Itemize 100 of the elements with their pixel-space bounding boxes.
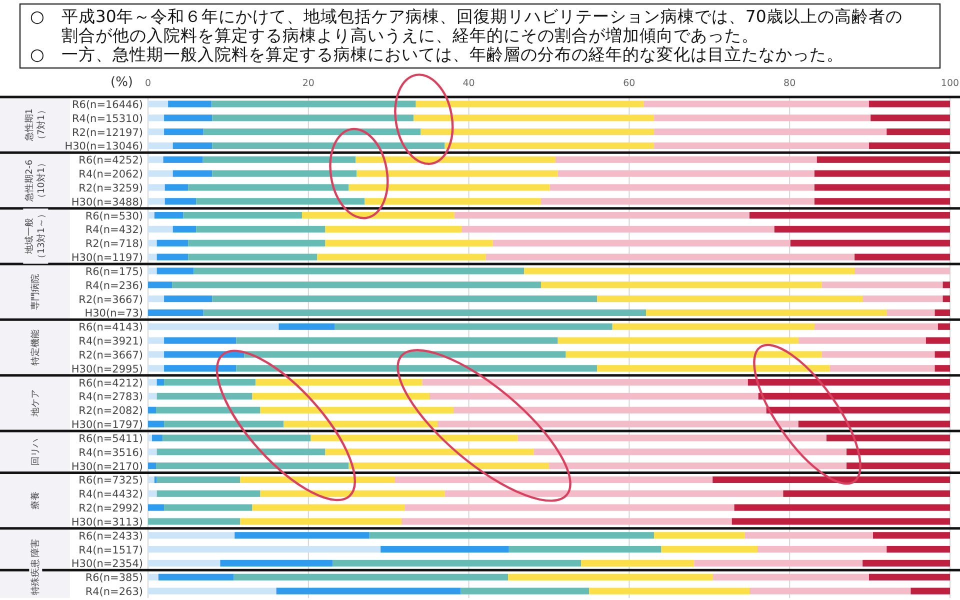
bar	[597, 295, 863, 302]
bar	[148, 226, 173, 233]
y-tick-label: H30(n=1797)	[71, 419, 143, 432]
bar	[212, 295, 598, 302]
bar	[661, 546, 758, 553]
bar	[164, 351, 244, 358]
bar	[148, 365, 164, 372]
bar	[148, 406, 156, 414]
bar	[164, 114, 212, 122]
bar	[886, 309, 935, 316]
bar	[148, 323, 279, 330]
bar	[934, 309, 950, 316]
bar	[364, 198, 541, 205]
bar	[148, 532, 235, 539]
bar	[750, 588, 911, 594]
bar	[164, 420, 284, 428]
bar	[413, 114, 654, 122]
y-tick-label: R6(n=385)	[85, 572, 143, 584]
bar	[148, 156, 164, 163]
bar	[148, 392, 157, 400]
bar	[822, 351, 935, 358]
bar	[508, 574, 713, 580]
bar	[555, 156, 817, 163]
y-tick-label: R4(n=432)	[85, 224, 143, 236]
bar	[416, 100, 644, 108]
bar	[163, 156, 203, 163]
bar	[549, 462, 847, 470]
bar	[156, 462, 348, 470]
bar	[156, 490, 260, 497]
bar	[148, 254, 157, 260]
bar	[196, 226, 326, 233]
bar	[869, 142, 950, 150]
bar	[524, 268, 855, 274]
bar	[492, 240, 790, 246]
bar	[156, 392, 252, 400]
bar	[260, 490, 445, 497]
bar	[518, 434, 826, 442]
bar	[558, 170, 814, 177]
bar	[826, 434, 950, 442]
bar	[188, 254, 318, 260]
bar	[886, 128, 950, 136]
bar	[148, 448, 157, 456]
bar	[148, 128, 164, 136]
x-tick-label: 100	[940, 78, 960, 89]
bar	[148, 560, 220, 567]
bar	[758, 546, 887, 553]
bar	[154, 476, 157, 484]
bar	[244, 351, 566, 358]
bar	[654, 114, 871, 122]
bar	[395, 476, 713, 484]
bar	[164, 504, 252, 511]
y-tick-label: R6(n=7325)	[78, 474, 143, 487]
bar	[202, 156, 356, 163]
bar	[938, 323, 950, 330]
bar	[356, 156, 556, 163]
y-tick-label: H30(n=73)	[84, 308, 143, 320]
bar	[278, 323, 335, 330]
bar	[148, 142, 173, 150]
bar	[156, 378, 164, 386]
y-tick-label: H30(n=1197)	[71, 252, 143, 264]
y-tick-label: R4(n=1517)	[78, 544, 143, 556]
bar	[774, 226, 950, 233]
bar	[172, 170, 212, 177]
bar	[454, 212, 750, 219]
bar	[654, 532, 745, 539]
bar	[240, 518, 402, 525]
bar	[148, 351, 164, 358]
bar	[798, 420, 950, 428]
bar	[712, 476, 950, 484]
y-tick-label: H30(n=2170)	[71, 460, 143, 473]
bar	[148, 588, 276, 594]
bar	[148, 100, 168, 108]
bar	[148, 184, 165, 191]
y-tick-label: R4(n=3516)	[78, 446, 143, 459]
bar	[654, 142, 869, 150]
bar	[211, 100, 416, 108]
bar	[325, 448, 534, 456]
bar	[540, 198, 814, 205]
bar	[276, 588, 461, 594]
bar	[790, 240, 950, 246]
bar	[873, 532, 950, 539]
y-tick-label: R6(n=4212)	[78, 377, 143, 390]
y-tick-label: H30(n=2995)	[71, 363, 143, 376]
y-tick-label: R4(n=15310)	[72, 112, 143, 125]
bar	[589, 588, 750, 594]
bar	[356, 170, 558, 177]
bar	[252, 392, 430, 400]
bar	[508, 546, 662, 553]
bar	[188, 240, 326, 246]
bar	[164, 295, 212, 302]
bar	[148, 337, 164, 344]
group-labels: 急性期1 （7対1） 急性期2-6 （10対1） 地域一般（13対1～） 専門病院 特定機能 地ケア 回リハ 療養 障害 特殊疾患	[23, 104, 48, 596]
bar	[942, 295, 950, 302]
bar	[332, 560, 582, 567]
bar	[460, 588, 590, 594]
bar	[236, 337, 558, 344]
bar	[814, 323, 938, 330]
bar	[158, 574, 234, 580]
bar	[814, 170, 950, 177]
bar	[712, 574, 869, 580]
